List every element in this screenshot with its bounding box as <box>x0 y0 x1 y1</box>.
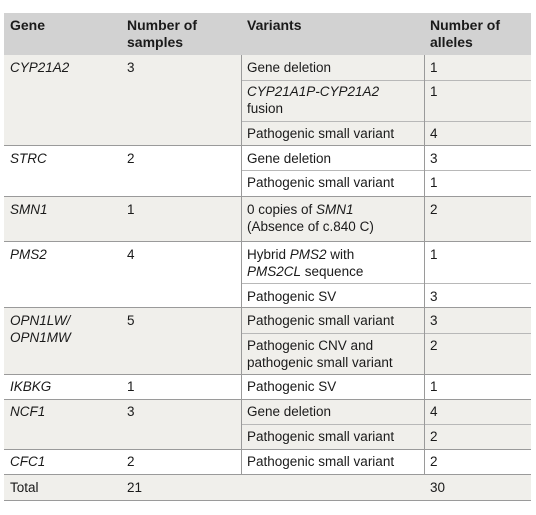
table-row-cyp21a2: CYP21A2 3 Gene deletion 1 CYP21A1P-CYP21… <box>4 55 531 145</box>
table-row-cfc1: CFC1 2 Pathogenic small variant 2 <box>4 450 531 474</box>
variant-line1: CYP21A1P-CYP21A2 <box>247 84 380 99</box>
alleles-cell: 1 <box>430 247 438 262</box>
alleles-cell: 3 <box>430 151 438 166</box>
samples-cell: 4 <box>127 247 135 262</box>
variant-gene-text: PMS2 <box>289 247 327 262</box>
samples-cell: 5 <box>127 313 135 328</box>
alleles-cell: 3 <box>430 313 438 328</box>
variant-cell: Pathogenic small variant <box>247 175 395 190</box>
samples-cell: 1 <box>127 379 135 394</box>
row-divider <box>241 333 531 334</box>
group-divider <box>4 474 531 475</box>
variant-text: Hybrid <box>247 247 290 262</box>
variant-text: with <box>326 247 355 262</box>
variant-line2: pathogenic small variant <box>247 355 393 370</box>
variant-cell: Pathogenic small variant <box>247 454 395 469</box>
column-separator <box>424 55 425 474</box>
alleles-cell: 1 <box>430 84 438 99</box>
group-divider <box>4 399 531 400</box>
variant-cell: Pathogenic small variant <box>247 429 395 444</box>
variant-cell: CYP21A1P-CYP21A2 fusion <box>247 83 379 117</box>
group-divider <box>4 449 531 450</box>
header-alleles: Number of alleles <box>430 17 500 51</box>
row-divider <box>241 121 531 122</box>
group-divider <box>4 196 531 197</box>
variant-cell: Pathogenic SV <box>247 379 337 394</box>
alleles-cell: 4 <box>430 126 438 141</box>
row-divider <box>241 80 531 81</box>
group-divider <box>4 374 531 375</box>
total-alleles: 30 <box>430 480 446 495</box>
gene-cell: PMS2 <box>10 247 47 262</box>
gene-cell: STRC <box>10 151 47 166</box>
gene-cell: IKBKG <box>10 379 52 394</box>
table-row-ikbkg: IKBKG 1 Pathogenic SV 1 <box>4 375 531 399</box>
header-gene: Gene <box>10 17 46 33</box>
variant-cell: Gene deletion <box>247 60 332 75</box>
gene-cell: CYP21A2 <box>10 60 70 75</box>
variant-cell: Hybrid PMS2 with PMS2CL sequence <box>247 246 363 280</box>
row-divider <box>241 170 531 171</box>
variant-line1: Pathogenic CNV and <box>247 338 374 353</box>
header-samples: Number of samples <box>127 17 197 51</box>
header-samples-line1: Number of <box>127 17 197 33</box>
header-alleles-line1: Number of <box>430 17 500 33</box>
alleles-cell: 1 <box>430 379 438 394</box>
header-samples-line2: samples <box>127 34 184 50</box>
group-divider <box>4 307 531 308</box>
table-row-ncf1: NCF1 3 Gene deletion 4 Pathogenic small … <box>4 400 531 449</box>
variant-cell: Pathogenic small variant <box>247 126 395 141</box>
table-row-strc: STRC 2 Gene deletion 3 Pathogenic small … <box>4 146 531 196</box>
table-bottom-border <box>4 500 531 501</box>
variant-gene-text: SMN1 <box>316 202 354 217</box>
variant-cell: Pathogenic small variant <box>247 313 395 328</box>
samples-cell: 3 <box>127 60 135 75</box>
total-label: Total <box>10 480 39 495</box>
variant-cell: Gene deletion <box>247 151 332 166</box>
alleles-cell: 2 <box>430 338 438 353</box>
variant-cell: Pathogenic CNV and pathogenic small vari… <box>247 337 393 371</box>
header-alleles-line2: alleles <box>430 34 473 50</box>
alleles-cell: 3 <box>430 289 438 304</box>
total-samples: 21 <box>127 480 143 495</box>
table-row-total: Total 21 30 <box>4 475 531 500</box>
samples-cell: 3 <box>127 404 135 419</box>
row-divider <box>241 283 531 284</box>
group-divider <box>4 241 531 242</box>
variant-line2: fusion <box>247 101 284 116</box>
table-row-smn1: SMN1 1 0 copies of SMN1 (Absence of c.84… <box>4 197 531 241</box>
row-divider <box>241 424 531 425</box>
variant-cell: Gene deletion <box>247 404 332 419</box>
alleles-cell: 1 <box>430 175 438 190</box>
gene-line1: OPN1LW/ <box>10 313 71 328</box>
alleles-cell: 4 <box>430 404 438 419</box>
alleles-cell: 2 <box>430 202 438 217</box>
table-row-pms2: PMS2 4 Hybrid PMS2 with PMS2CL sequence … <box>4 242 531 307</box>
gene-cell: CFC1 <box>10 454 46 469</box>
alleles-cell: 2 <box>430 454 438 469</box>
gene-cell: OPN1LW/ OPN1MW <box>10 312 71 346</box>
samples-cell: 2 <box>127 151 135 166</box>
alleles-cell: 1 <box>430 60 438 75</box>
header-variants: Variants <box>247 17 302 33</box>
variant-cell: 0 copies of SMN1 (Absence of c.840 C) <box>247 201 374 235</box>
alleles-cell: 2 <box>430 429 438 444</box>
column-separator <box>241 55 242 474</box>
group-divider <box>4 145 531 146</box>
variant-text: 0 copies of <box>247 202 317 217</box>
variant-gene-text: PMS2CL <box>247 264 302 279</box>
samples-cell: 1 <box>127 202 135 217</box>
table-header: Gene Number of samples Variants Number o… <box>4 13 531 55</box>
variant-line2: (Absence of c.840 C) <box>247 219 374 234</box>
gene-line2: OPN1MW <box>10 330 71 345</box>
samples-cell: 2 <box>127 454 135 469</box>
gene-cell: SMN1 <box>10 202 48 217</box>
variant-text: sequence <box>301 264 364 279</box>
gene-cell: NCF1 <box>10 404 46 419</box>
table-row-opn1: OPN1LW/ OPN1MW 5 Pathogenic small varian… <box>4 308 531 374</box>
variant-cell: Pathogenic SV <box>247 289 337 304</box>
